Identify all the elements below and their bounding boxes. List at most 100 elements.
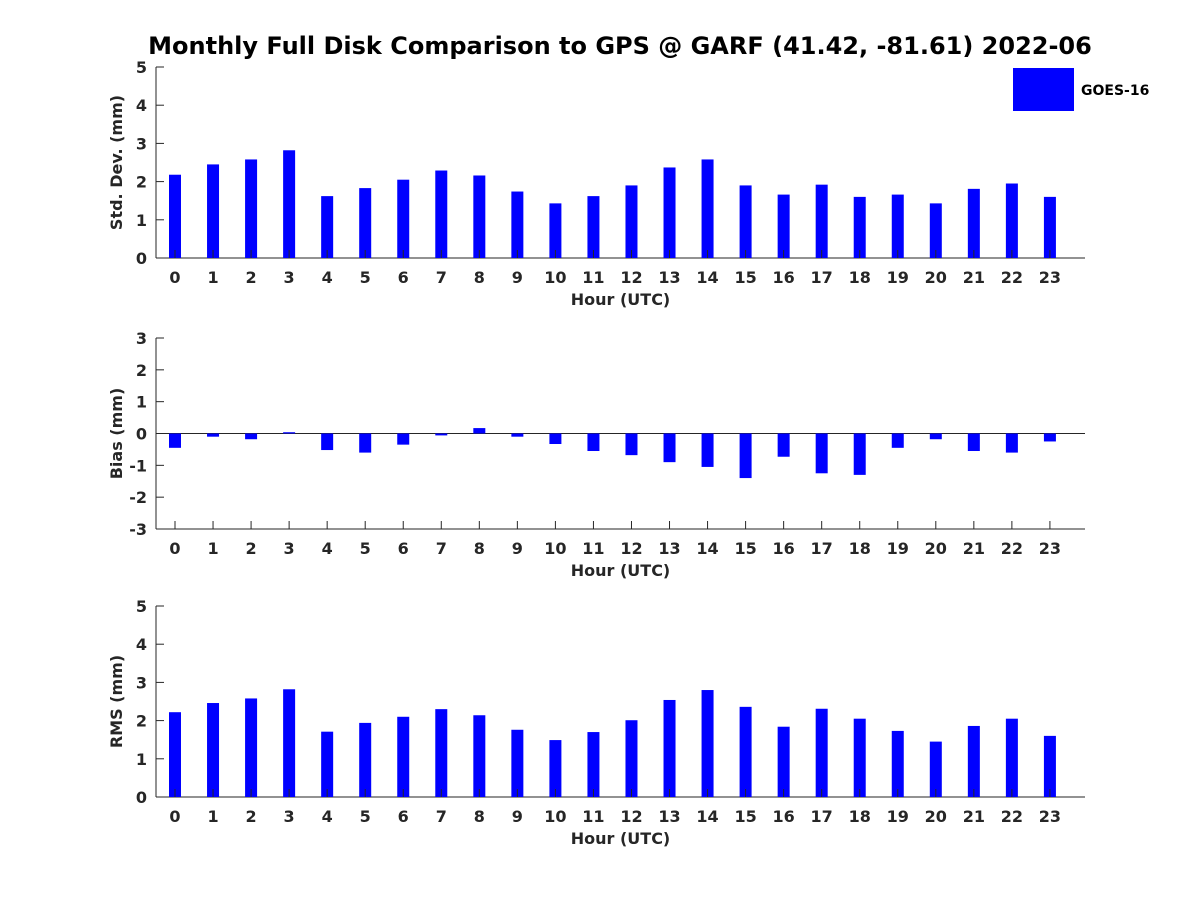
bar [815,184,828,258]
x-tick-label: 15 [734,807,756,826]
x-tick-label: 8 [474,268,485,287]
x-tick-label: 12 [620,539,642,558]
y-tick-label: 3 [136,329,147,348]
bar [929,203,942,258]
bar [283,150,296,258]
bar [1005,433,1018,453]
bar [815,708,828,797]
bar [359,722,372,797]
bar [853,196,866,258]
bar [663,699,676,797]
y-tick-label: 4 [136,635,147,654]
x-tick-label: 16 [773,268,795,287]
x-tick-label: 4 [322,807,333,826]
x-tick-label: 4 [322,268,333,287]
bar [397,716,410,797]
bar [321,731,334,797]
x-tick-label: 21 [963,539,985,558]
y-axis-label: Std. Dev. (mm) [107,95,126,230]
bar [929,433,942,440]
x-tick-label: 9 [512,268,523,287]
bar [853,433,866,475]
x-tick-label: 7 [436,807,447,826]
bar [587,433,600,452]
x-tick-label: 3 [284,268,295,287]
x-tick-label: 23 [1039,268,1061,287]
bar [321,196,334,258]
x-tick-label: 17 [811,539,833,558]
bar [701,690,714,797]
x-tick-label: 13 [658,539,680,558]
bar [777,433,790,457]
x-tick-label: 2 [246,539,257,558]
x-tick-label: 13 [658,268,680,287]
y-tick-label: 3 [136,134,147,153]
bar [663,433,676,463]
bar [739,433,752,479]
bar [929,741,942,797]
bar [245,159,258,258]
bar [625,185,638,258]
x-tick-label: 18 [849,268,871,287]
y-tick-label: 1 [136,750,147,769]
x-tick-label: 19 [887,539,909,558]
x-tick-label: 0 [169,539,180,558]
bar [1043,735,1056,797]
bar [359,188,372,258]
x-tick-label: 18 [849,539,871,558]
x-tick-label: 10 [544,539,566,558]
x-tick-label: 5 [360,539,371,558]
legend-swatch [1013,68,1074,111]
x-tick-label: 9 [512,539,523,558]
x-tick-label: 22 [1001,807,1023,826]
bar [891,730,904,797]
bar [1043,196,1056,258]
x-axis-label: Hour (UTC) [571,829,671,848]
x-tick-label: 17 [811,807,833,826]
bar [359,433,372,453]
bar [207,433,220,437]
x-tick-label: 16 [773,539,795,558]
x-tick-label: 23 [1039,807,1061,826]
x-axis-label: Hour (UTC) [571,290,671,309]
bar [1005,183,1018,258]
x-tick-label: 19 [887,268,909,287]
bar [663,167,676,258]
x-tick-label: 4 [322,539,333,558]
bar [967,433,980,452]
x-tick-label: 19 [887,807,909,826]
x-tick-label: 14 [696,268,718,287]
y-tick-label: 0 [136,249,147,268]
y-tick-label: 4 [136,96,147,115]
bar [853,718,866,797]
bar [1005,718,1018,797]
x-tick-label: 11 [582,268,604,287]
bar [207,164,220,258]
bar [207,703,220,797]
x-tick-label: 10 [544,807,566,826]
x-tick-label: 20 [925,539,947,558]
bar [169,433,181,448]
x-tick-label: 20 [925,268,947,287]
x-tick-label: 7 [436,539,447,558]
bar [701,159,714,258]
bar [777,726,790,797]
y-tick-label: 0 [136,425,147,444]
bar [815,433,828,474]
x-tick-label: 3 [284,539,295,558]
bar [511,433,524,437]
bar [511,729,524,797]
y-tick-label: 1 [136,211,147,230]
x-tick-label: 14 [696,539,718,558]
x-tick-label: 1 [207,539,218,558]
bar [625,720,638,797]
x-tick-label: 11 [582,539,604,558]
x-tick-label: 17 [811,268,833,287]
bar [473,715,486,797]
x-tick-label: 15 [734,268,756,287]
bar [245,433,258,440]
x-tick-label: 0 [169,268,180,287]
x-tick-label: 20 [925,807,947,826]
x-tick-label: 5 [360,268,371,287]
